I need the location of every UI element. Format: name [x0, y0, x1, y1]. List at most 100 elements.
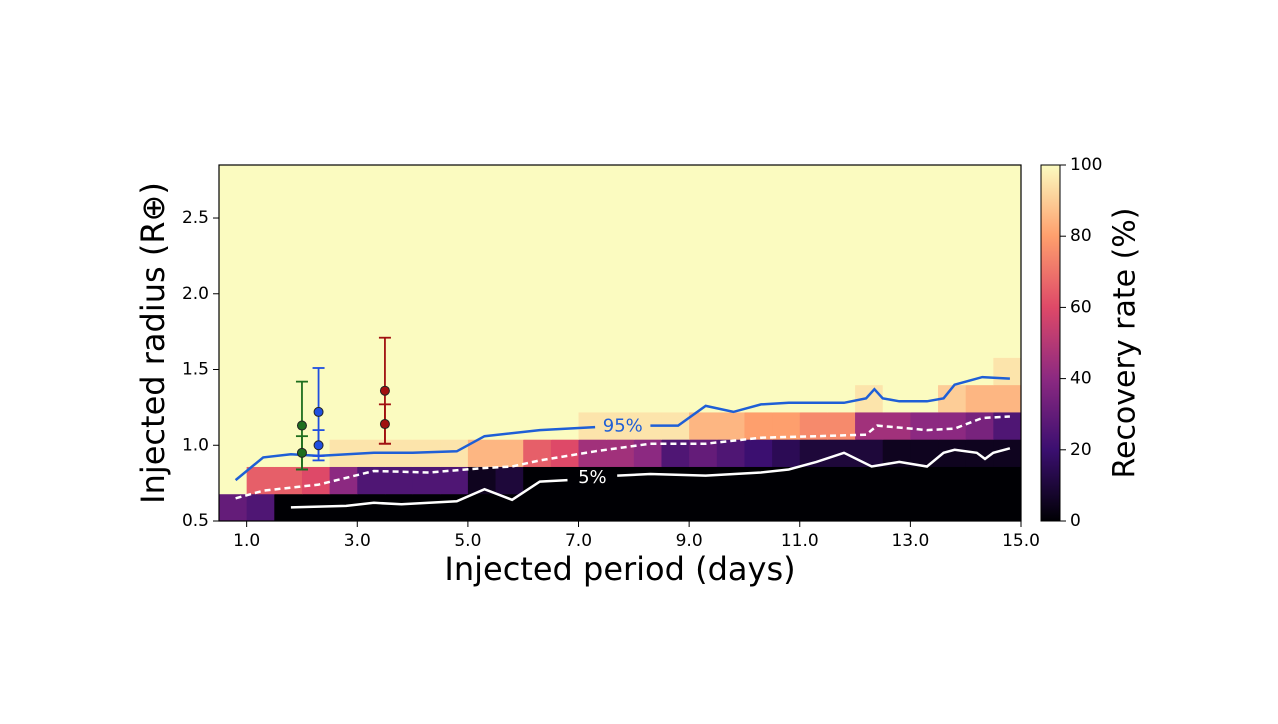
heatmap-cell: [827, 165, 856, 358]
heatmap-cell: [827, 357, 856, 386]
contour-line: [234, 375, 1010, 482]
heatmap-cell: [578, 165, 607, 358]
heatmap-cell: [246, 411, 275, 440]
heatmap-cell: [606, 466, 635, 495]
heatmap-cell: [661, 384, 690, 413]
heatmap-cell: [301, 466, 331, 495]
heatmap-cell: [855, 357, 884, 386]
heatmap-cell: [578, 411, 607, 440]
heatmap-cell: [855, 493, 884, 521]
x-tick-label: 5.0: [454, 531, 481, 551]
heatmap-cell: [965, 384, 994, 413]
heatmap-cell: [993, 165, 1021, 358]
colorbar: [1040, 164, 1061, 522]
heatmap-cell: [716, 439, 745, 467]
heatmap-cell: [772, 411, 801, 440]
heatmap-cell: [744, 439, 773, 467]
heatmap-cell: [495, 165, 524, 358]
heatmap-cell: [357, 493, 386, 521]
heatmap-cell: [246, 384, 275, 413]
data-point: [379, 419, 390, 430]
heatmap-cell: [910, 466, 939, 495]
heatmap-cell: [329, 493, 358, 521]
heatmap-cell: [357, 165, 386, 358]
heatmap-cell: [716, 165, 745, 358]
heatmap-cell: [606, 439, 635, 467]
heatmap-cell: [938, 466, 967, 495]
heatmap-cell: [219, 165, 248, 358]
colorbar-tick-label: 40: [1070, 369, 1092, 389]
heatmap-cell: [993, 357, 1021, 386]
heatmap-cell: [827, 493, 856, 521]
heatmap-cell: [827, 384, 856, 413]
colorbar-label: Recovery rate (%): [1108, 207, 1143, 478]
contour-label: 5%: [578, 467, 607, 488]
heatmap-cell: [910, 493, 939, 521]
heatmap-cell: [855, 165, 884, 358]
heatmap-cell: [689, 493, 718, 521]
heatmap-cell: [799, 493, 828, 521]
heatmap-cell: [219, 411, 248, 440]
heatmap-cell: [578, 466, 607, 495]
heatmap-cell: [882, 165, 911, 358]
heatmap-cell: [965, 466, 994, 495]
heatmap-cell: [993, 493, 1021, 521]
heatmap-cell: [716, 493, 745, 521]
heatmap-cell: [440, 165, 469, 358]
heatmap-cell: [495, 439, 524, 467]
heatmap-cell: [606, 411, 635, 440]
heatmap-cell: [938, 357, 967, 386]
heatmap-cell: [661, 493, 690, 521]
heatmap-cell: [329, 411, 358, 440]
heatmap-cell: [965, 411, 994, 440]
heatmap-cell: [882, 357, 911, 386]
data-point: [296, 420, 307, 431]
heatmap-cell: [689, 411, 718, 440]
heatmap-cell: [633, 165, 662, 358]
heatmap-cell: [716, 411, 745, 440]
y-tick-label: 1.5: [182, 360, 209, 380]
colorbar-tick-label: 0: [1070, 511, 1081, 531]
heatmap-cell: [606, 493, 635, 521]
heatmap-cell: [661, 466, 690, 495]
heatmap-cell: [772, 165, 801, 358]
y-tick-label: 2.5: [182, 208, 209, 228]
heatmap-cell: [440, 384, 469, 413]
heatmap-cell: [329, 357, 358, 386]
heatmap-cell: [633, 384, 662, 413]
heatmap-cell: [440, 439, 469, 467]
x-tick-label: 13.0: [891, 531, 929, 551]
heatmap-cell: [799, 466, 828, 495]
heatmap-cell: [246, 466, 275, 495]
heatmap-cell: [993, 466, 1021, 495]
heatmap-cell: [716, 357, 745, 386]
heatmap-cell: [219, 439, 248, 467]
data-point: [313, 406, 324, 417]
heatmap-cell: [495, 466, 524, 495]
heatmap-cell: [799, 165, 828, 358]
heatmap-cell: [855, 439, 884, 467]
colorbar-tick-label: 20: [1070, 440, 1092, 460]
heatmap-cell: [219, 466, 248, 495]
heatmap-cell: [799, 357, 828, 386]
heatmap-cell: [550, 165, 580, 358]
heatmap-cell: [384, 411, 414, 440]
heatmap: [219, 165, 1021, 521]
heatmap-cell: [744, 411, 773, 440]
heatmap-cell: [578, 357, 607, 386]
heatmap-cell: [965, 165, 994, 358]
y-axis-label: Injected radius (R⊕): [134, 182, 172, 504]
contour-line: [235, 415, 1010, 500]
heatmap-cell: [633, 357, 662, 386]
heatmap-cell: [744, 165, 773, 358]
heatmap-cell: [384, 466, 414, 495]
heatmap-cell: [550, 411, 580, 440]
heatmap-cell: [689, 466, 718, 495]
heatmap-cell: [274, 357, 303, 386]
heatmap-cell: [384, 165, 414, 358]
heatmap-cell: [633, 439, 662, 467]
heatmap-cell: [274, 165, 303, 358]
heatmap-cell: [550, 384, 580, 413]
heatmap-cell: [523, 384, 552, 413]
